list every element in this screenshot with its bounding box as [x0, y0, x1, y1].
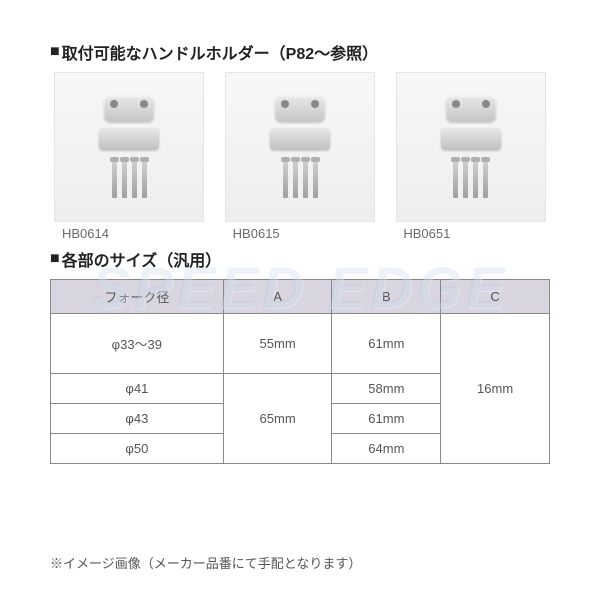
th-b: B [332, 280, 441, 314]
table-header-row: フォーク径 A B C [51, 280, 550, 314]
cell-a-merged: 65mm [223, 374, 332, 464]
section-title-sizes: 各部のサイズ（汎用） [50, 247, 550, 271]
cell-b-3: 64mm [332, 434, 441, 464]
footnote: ※イメージ画像（メーカー品番にて手配となります） [50, 553, 361, 572]
cell-b-2: 61mm [332, 404, 441, 434]
clamp-base-icon [441, 128, 501, 150]
product-row: HB0614 HB0615 HB0651 [50, 72, 550, 241]
cell-a-0: 55mm [223, 314, 332, 374]
cell-b-1: 58mm [332, 374, 441, 404]
clamp-icon [275, 96, 325, 122]
product-3-image [396, 72, 546, 222]
bolts-icon [453, 160, 488, 198]
product-3-label: HB0651 [403, 226, 450, 241]
section-title-holders-text: 取付可能なハンドルホルダー（P82～参照） [62, 40, 378, 64]
size-table: フォーク径 A B C φ33～39 55mm 61mm 16mm φ41 65… [50, 279, 550, 464]
bolts-icon [283, 160, 318, 198]
clamp-icon [446, 96, 496, 122]
th-fork: フォーク径 [51, 280, 224, 314]
section-title-sizes-text: 各部のサイズ（汎用） [62, 247, 222, 271]
cell-fork-2: φ43 [51, 404, 224, 434]
product-1: HB0614 [50, 72, 209, 241]
product-2: HB0615 [221, 72, 380, 241]
clamp-base-icon [270, 128, 330, 150]
product-2-label: HB0615 [233, 226, 280, 241]
clamp-icon [104, 96, 154, 122]
product-1-image [54, 72, 204, 222]
cell-fork-1: φ41 [51, 374, 224, 404]
th-a: A [223, 280, 332, 314]
cell-c-merged: 16mm [441, 314, 550, 464]
th-c: C [441, 280, 550, 314]
table-row: φ33～39 55mm 61mm 16mm [51, 314, 550, 374]
product-2-image [225, 72, 375, 222]
cell-fork-3: φ50 [51, 434, 224, 464]
bolts-icon [112, 160, 147, 198]
cell-fork-0: φ33～39 [51, 314, 224, 374]
cell-b-0: 61mm [332, 314, 441, 374]
section-title-holders: 取付可能なハンドルホルダー（P82～参照） [50, 40, 550, 64]
product-3: HB0651 [391, 72, 550, 241]
clamp-base-icon [99, 128, 159, 150]
product-1-label: HB0614 [62, 226, 109, 241]
